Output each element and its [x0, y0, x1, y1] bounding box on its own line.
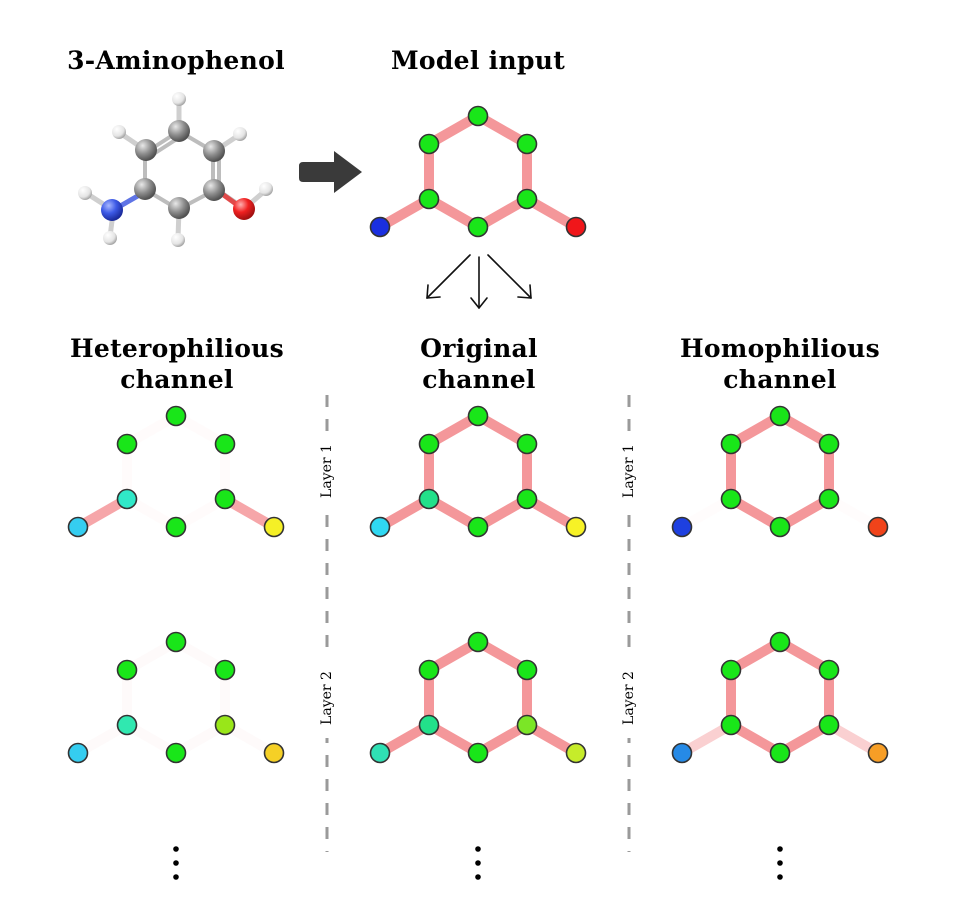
node: [516, 188, 538, 210]
homophilious-channel-title: Homophilious channel: [640, 333, 920, 395]
node: [467, 405, 489, 427]
node: [769, 405, 791, 427]
node: [369, 216, 391, 238]
graphs-layer: [67, 105, 889, 764]
node: [467, 516, 489, 538]
graph-heterophilious-layer-2: [67, 631, 285, 764]
layer-2-label-left: Layer 2: [319, 658, 335, 738]
node: [818, 659, 840, 681]
node: [565, 216, 587, 238]
node: [116, 714, 138, 736]
graph-original-layer-1: [369, 405, 587, 538]
node: [116, 433, 138, 455]
node: [720, 714, 742, 736]
node: [516, 488, 538, 510]
node: [165, 742, 187, 764]
layer-1-label-right: Layer 1: [621, 431, 637, 511]
node: [769, 742, 791, 764]
layer-1-label-left: Layer 1: [319, 431, 335, 511]
node: [418, 433, 440, 455]
molecule-3d-render: [78, 92, 273, 247]
node: [214, 488, 236, 510]
node: [418, 488, 440, 510]
node: [67, 742, 89, 764]
node: [769, 516, 791, 538]
node: [720, 659, 742, 681]
graph-heterophilious-layer-1: [67, 405, 285, 538]
node: [671, 742, 693, 764]
node: [263, 516, 285, 538]
node: [116, 659, 138, 681]
node: [516, 133, 538, 155]
node: [369, 742, 391, 764]
homophilious-title-line-2: channel: [723, 365, 837, 394]
graph-homophilious-layer-2: [671, 631, 889, 764]
node: [867, 742, 889, 764]
node: [467, 216, 489, 238]
node: [263, 742, 285, 764]
node: [214, 433, 236, 455]
node: [418, 714, 440, 736]
node: [214, 714, 236, 736]
graph-homophilious-layer-1: [671, 405, 889, 538]
graph-model-input: [369, 105, 587, 238]
node: [467, 105, 489, 127]
node: [671, 516, 693, 538]
node: [516, 659, 538, 681]
node: [165, 405, 187, 427]
node: [818, 433, 840, 455]
node: [818, 488, 840, 510]
node: [516, 433, 538, 455]
fanout-arrows-icon: [426, 254, 532, 309]
node: [516, 714, 538, 736]
heterophilious-title-line-2: channel: [120, 365, 234, 394]
layer-2-label-right: Layer 2: [621, 658, 637, 738]
original-channel-title: Original channel: [339, 333, 619, 395]
node: [369, 516, 391, 538]
node: [818, 714, 840, 736]
node: [720, 488, 742, 510]
node: [214, 659, 236, 681]
node: [418, 133, 440, 155]
conversion-arrow-icon: [299, 151, 362, 193]
node: [418, 188, 440, 210]
node: [565, 742, 587, 764]
original-title-line-2: channel: [422, 365, 536, 394]
node: [418, 659, 440, 681]
node: [467, 631, 489, 653]
node: [116, 488, 138, 510]
node: [565, 516, 587, 538]
node: [720, 433, 742, 455]
node: [467, 742, 489, 764]
node: [165, 631, 187, 653]
continuation-dots: [173, 846, 783, 880]
heterophilious-channel-title: Heterophilious channel: [37, 333, 317, 395]
molecule-title: 3-Aminophenol: [67, 46, 285, 75]
graph-original-layer-2: [369, 631, 587, 764]
node: [165, 516, 187, 538]
heterophilious-title-line-1: Heterophilious: [69, 334, 285, 363]
homophilious-title-line-1: Homophilious: [679, 334, 881, 363]
model-input-title: Model input: [390, 46, 566, 75]
node: [67, 516, 89, 538]
node: [769, 631, 791, 653]
node: [867, 516, 889, 538]
original-title-line-1: Original: [420, 334, 538, 363]
